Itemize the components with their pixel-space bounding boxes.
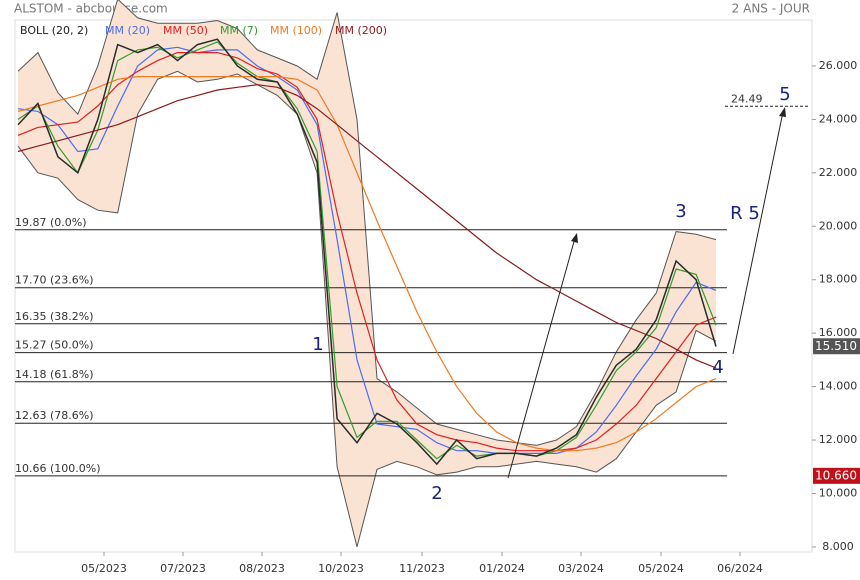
wave-label: 3 bbox=[675, 201, 686, 222]
arrow bbox=[507, 237, 576, 479]
fib-label: 15.27 (50.0%) bbox=[15, 339, 94, 352]
wave-label: 2 bbox=[431, 483, 442, 504]
legend-entry: MM (50) bbox=[163, 24, 208, 37]
x-tick-label: 05/2023 bbox=[81, 562, 127, 575]
x-tick-label: 08/2023 bbox=[239, 562, 285, 575]
band-lower bbox=[17, 70, 717, 548]
legend-entry: MM (7) bbox=[220, 24, 258, 37]
price-tag bbox=[813, 338, 860, 355]
fib-label: 14.18 (61.8%) bbox=[15, 368, 94, 381]
arrow-head bbox=[571, 233, 578, 243]
plot: 19.87 (0.0%)17.70 (23.6%)16.35 (38.2%)15… bbox=[15, 0, 860, 575]
price-tag-label: 15.510 bbox=[815, 339, 857, 353]
line bbox=[17, 38, 717, 466]
x-tick-label: 07/2023 bbox=[160, 562, 206, 575]
y-tick-label: 24.000 bbox=[819, 112, 858, 125]
y-tick-label: 10.000 bbox=[819, 486, 858, 499]
plot-frame bbox=[14, 19, 813, 553]
wave-label: 1 bbox=[312, 334, 323, 355]
x-tick-label: 10/2023 bbox=[318, 562, 364, 575]
y-tick-label: 26.000 bbox=[819, 59, 858, 72]
legend-entry: MM (100) bbox=[270, 24, 322, 37]
wave-label: 5 bbox=[779, 84, 790, 105]
price-tag bbox=[813, 467, 860, 484]
fib-label: 19.87 (0.0%) bbox=[15, 216, 87, 229]
chart-title: ALSTOM - abcbourse.com bbox=[14, 2, 168, 16]
line bbox=[17, 84, 717, 369]
fib-label: 16.35 (38.2%) bbox=[15, 310, 94, 323]
x-tick-label: 11/2023 bbox=[399, 562, 445, 575]
wave-label: 4 bbox=[712, 357, 723, 378]
arrow-head bbox=[779, 107, 786, 117]
price-tag-label: 10.660 bbox=[815, 468, 857, 482]
y-tick-label: 18.000 bbox=[819, 273, 858, 286]
arrow bbox=[732, 111, 784, 355]
x-tick-label: 01/2024 bbox=[479, 562, 525, 575]
legend-entry: MM (200) bbox=[335, 24, 387, 37]
x-tick-label: 03/2024 bbox=[558, 562, 604, 575]
y-tick-label: 20.000 bbox=[819, 219, 858, 232]
x-tick-label: 05/2024 bbox=[638, 562, 684, 575]
fib-label: 12.63 (78.6%) bbox=[15, 409, 94, 422]
target-label: 24.49 bbox=[731, 92, 763, 105]
line bbox=[17, 46, 717, 454]
fib-label: 17.70 (23.6%) bbox=[15, 274, 94, 287]
x-tick-label: 06/2024 bbox=[717, 562, 763, 575]
y-tick-label: 8.000 bbox=[822, 540, 854, 553]
fib-label: 10.66 (100.0%) bbox=[15, 462, 101, 475]
line bbox=[17, 76, 717, 452]
band-upper bbox=[17, 0, 717, 446]
y-tick-label: 16.000 bbox=[819, 326, 858, 339]
legend-entry: BOLL (20, 2) bbox=[20, 24, 88, 37]
y-tick-label: 14.000 bbox=[819, 380, 858, 393]
y-tick-label: 12.000 bbox=[819, 433, 858, 446]
band-fill bbox=[18, 0, 716, 547]
wave-label: R 5 bbox=[730, 203, 760, 224]
chart-subtitle: 2 ANS - JOUR bbox=[732, 2, 810, 16]
y-tick-label: 22.000 bbox=[819, 166, 858, 179]
line bbox=[17, 52, 717, 452]
legend-entry: MM (20) bbox=[105, 24, 150, 37]
